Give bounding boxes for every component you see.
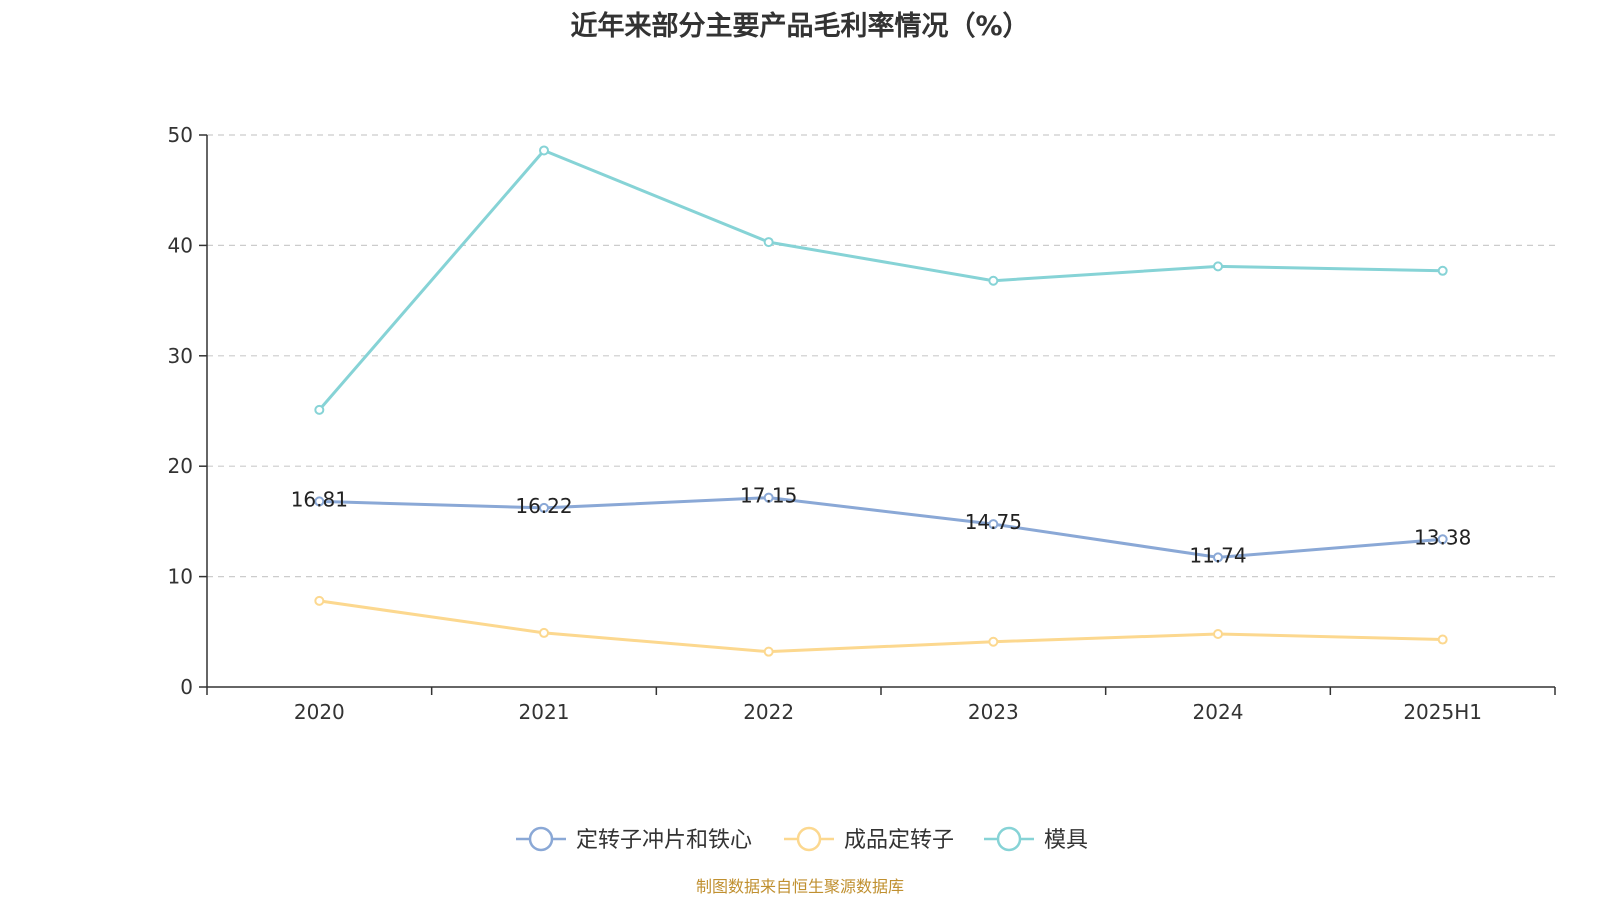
data-point[interactable] xyxy=(314,496,325,507)
legend-label: 模具 xyxy=(1044,828,1088,853)
data-point[interactable] xyxy=(988,519,999,530)
grid-lines xyxy=(207,134,1555,578)
data-point[interactable] xyxy=(539,627,549,638)
data-labels: 16.81 16.22 17.15 14.75 11.74 13.38 xyxy=(291,484,1472,568)
data-label: 16.22 xyxy=(515,494,572,518)
legend[interactable]: 定转子冲片和铁心 成品定转子 模具 xyxy=(516,826,1088,853)
data-point[interactable] xyxy=(1213,552,1223,563)
legend-marker xyxy=(996,826,1022,852)
data-point[interactable] xyxy=(1437,634,1448,645)
y-tick-label: 40 xyxy=(168,233,193,257)
legend-label: 定转子冲片和铁心 xyxy=(576,828,752,853)
x-tick-label: 2023 xyxy=(968,700,1019,724)
data-point[interactable] xyxy=(314,595,325,606)
x-tick-label: 2025H1 xyxy=(1403,700,1482,724)
data-point[interactable] xyxy=(1437,534,1448,545)
data-label: 14.75 xyxy=(965,510,1022,534)
data-point[interactable] xyxy=(763,492,774,503)
data-point[interactable] xyxy=(1437,265,1448,276)
x-tick-label: 2022 xyxy=(743,700,794,724)
data-label: 17.15 xyxy=(740,484,797,508)
legend-item-0[interactable]: 定转子冲片和铁心 xyxy=(516,826,752,853)
data-point[interactable] xyxy=(539,502,549,513)
legend-marker xyxy=(796,826,822,852)
data-point[interactable] xyxy=(988,275,999,286)
x-tick-label: 2024 xyxy=(1193,700,1244,724)
y-tick-label: 20 xyxy=(168,454,193,478)
chart-title: 近年来部分主要产品毛利率情况（%） xyxy=(570,11,1030,42)
series-line-0 xyxy=(319,496,1443,559)
legend-label: 成品定转子 xyxy=(844,828,954,853)
data-point[interactable] xyxy=(988,636,999,647)
legend-item-1[interactable]: 成品定转子 xyxy=(784,826,954,853)
y-tick-label: 0 xyxy=(180,675,193,699)
y-tick-label: 50 xyxy=(168,123,193,147)
y-tick-label: 30 xyxy=(168,344,193,368)
x-tick-label: 2020 xyxy=(294,700,345,724)
data-point[interactable] xyxy=(763,237,774,248)
data-label: 16.81 xyxy=(291,487,348,511)
source-note: 制图数据来自恒生聚源数据库 xyxy=(695,877,904,896)
axes: 0 10 20 30 40 50 2020 2021 2022 2023 2024 2025H1 xyxy=(168,123,1556,724)
data-label: 11.74 xyxy=(1189,543,1246,567)
data-point[interactable] xyxy=(763,646,774,657)
data-point[interactable] xyxy=(1213,261,1223,272)
x-tick-label: 2021 xyxy=(519,700,570,724)
legend-marker xyxy=(528,826,554,852)
legend-item-2[interactable]: 模具 xyxy=(984,826,1088,853)
series-line-1 xyxy=(319,599,1443,654)
data-point[interactable] xyxy=(1213,629,1223,640)
series-line-2 xyxy=(318,148,1443,411)
series-lines xyxy=(314,145,1448,657)
data-point[interactable] xyxy=(539,145,549,156)
data-label: 13.38 xyxy=(1414,525,1471,549)
data-point[interactable] xyxy=(314,404,325,415)
y-tick-label: 10 xyxy=(168,565,193,589)
